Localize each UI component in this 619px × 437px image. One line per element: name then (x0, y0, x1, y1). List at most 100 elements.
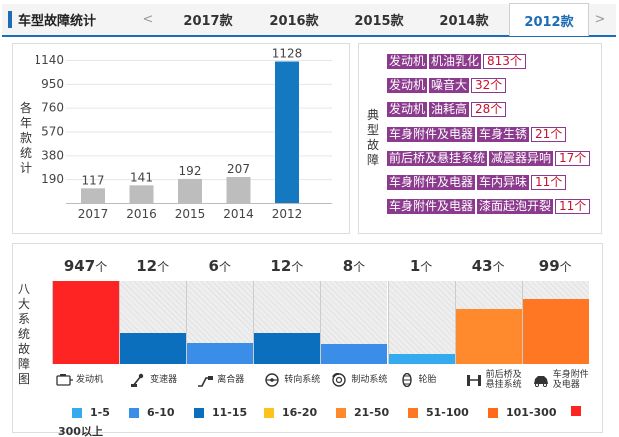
legend-label: 21-50 (354, 406, 390, 419)
fault-item[interactable]: 车身附件及电器 车身生锈 21个 (387, 126, 567, 142)
system-label-text: 制动系统 (351, 375, 388, 385)
system-bar[interactable] (321, 344, 388, 364)
fault-symptom-tag: 油耗高 (429, 102, 470, 118)
fault-system-tag: 发动机 (387, 54, 428, 69)
fault-symptom-tag: 漆面起泡开裂 (477, 199, 554, 215)
legend-swatch (72, 407, 82, 418)
system-label-text: 转向系统 (284, 375, 321, 385)
system-bar[interactable] (522, 299, 589, 364)
year-bar-value: 141 (130, 170, 153, 184)
prev-tab-button[interactable]: < (142, 12, 154, 27)
fault-item[interactable]: 发动机 机油乳化 813个 (387, 54, 526, 69)
legend-swatch (408, 407, 418, 418)
legend-item: 300以上 (58, 406, 589, 437)
system-count-value: 947 (63, 257, 96, 275)
system-count-header: 43 个 (455, 254, 522, 280)
legend-label: 16-20 (282, 406, 318, 419)
system-bar-track (387, 281, 455, 364)
fault-system-tag: 车身附件及电器 (387, 199, 476, 215)
system-count-value: 1 (409, 257, 421, 275)
legend-item: 101-300 (488, 406, 557, 419)
y-tick-label: 1140 (36, 53, 64, 67)
system-label[interactable]: 发动机 (55, 368, 103, 392)
system-bar[interactable] (388, 354, 455, 364)
fault-separator (487, 150, 490, 166)
gearbox-icon (131, 373, 144, 387)
legend-swatch (571, 406, 581, 416)
system-count-value: 43 (471, 257, 493, 275)
x-tick-label: 2015 (175, 207, 206, 221)
system-count-unit: 个 (420, 260, 433, 274)
fault-separator (427, 78, 430, 94)
system-count-header: 947 个 (52, 254, 119, 280)
y-tick-label: 950 (41, 77, 64, 91)
suspension-icon (466, 375, 481, 386)
system-label[interactable]: 轮胎 (398, 368, 437, 392)
fault-item[interactable]: 发动机 油耗高 28个 (387, 102, 507, 118)
system-bar[interactable] (53, 281, 120, 364)
system-label-text: 变速器 (150, 375, 178, 385)
tab-2017[interactable]: 2017款 (183, 14, 233, 29)
year-bar-value: 192 (179, 164, 202, 178)
car-body-icon (533, 376, 548, 387)
fault-count: 21个 (531, 126, 567, 142)
clutch-icon (198, 376, 214, 387)
fault-item[interactable]: 发动机 噪音大 32个 (387, 78, 507, 94)
legend-label: 300以上 (58, 425, 103, 437)
system-count-unit: 个 (492, 260, 505, 274)
system-count-unit: 个 (291, 260, 304, 274)
brake-icon (332, 373, 347, 387)
year-bar (178, 178, 202, 203)
fault-separator (427, 102, 430, 118)
tab-2012[interactable]: 2012款 (509, 3, 589, 36)
fault-system-tag: 发动机 (387, 78, 428, 94)
widget-title: 车型故障统计 (2, 4, 96, 35)
steering-wheel-icon (265, 373, 279, 387)
fault-separator (475, 199, 478, 215)
tire-icon (401, 373, 412, 387)
system-label[interactable]: 车身附件 及电器 (532, 368, 589, 392)
tab-2014[interactable]: 2014款 (439, 14, 489, 29)
tab-2015[interactable]: 2015款 (354, 14, 404, 29)
system-bar[interactable] (455, 309, 522, 364)
year-bar (81, 188, 105, 203)
engine-icon (56, 374, 73, 386)
fault-item[interactable]: 车身附件及电器 漆面起泡开裂 11个 (387, 199, 591, 215)
system-label[interactable]: 离合器 (196, 368, 244, 392)
tab-bar: 车型故障统计 < 2017款 2016款 2015款 2014款 2012款 > (2, 3, 616, 37)
fault-symptom-tag: 车身生锈 (477, 126, 530, 142)
system-count-unit: 个 (353, 260, 366, 274)
system-label[interactable]: 转向系统 (263, 368, 320, 392)
system-count-header: 99 个 (522, 254, 589, 280)
system-count-header: 12 个 (253, 254, 320, 280)
fault-item[interactable]: 前后桥及悬挂系统 减震器异响 17个 (387, 150, 591, 166)
system-label[interactable]: 前后桥及 悬挂系统 (465, 368, 522, 392)
system-bar[interactable] (187, 343, 254, 364)
system-bar[interactable] (120, 333, 187, 364)
fault-system-tag: 车身附件及电器 (387, 175, 476, 190)
system-label[interactable]: 制动系统 (330, 368, 387, 392)
systems-chart: 947 个发动机 12 个变速器 6 个离合器 12 个转向系统 8 个制动系统 1 个轮胎 43 个前后… (52, 0, 590, 400)
tab-2016[interactable]: 2016款 (269, 14, 319, 29)
fault-symptom-tag: 噪音大 (429, 78, 470, 94)
next-tab-button[interactable]: > (594, 12, 606, 27)
fault-item[interactable]: 车身附件及电器 车内异味 11个 (387, 175, 567, 190)
legend-label: 51-100 (426, 406, 469, 419)
system-label-text: 发动机 (76, 375, 104, 385)
year-bar-value: 207 (227, 162, 250, 176)
system-label-text: 前后桥及 悬挂系统 (485, 370, 522, 390)
system-count-value: 12 (270, 257, 292, 275)
fault-symptom-tag: 机油乳化 (429, 54, 482, 69)
fault-count: 11个 (555, 199, 591, 215)
year-bar (226, 177, 251, 203)
system-label[interactable]: 变速器 (129, 368, 177, 392)
system-label-text: 车身附件 及电器 (552, 370, 589, 390)
year-bar-value: 117 (82, 173, 105, 187)
system-bar[interactable] (254, 333, 321, 364)
legend-label: 11-15 (212, 406, 248, 419)
system-label-text: 轮胎 (418, 375, 437, 385)
